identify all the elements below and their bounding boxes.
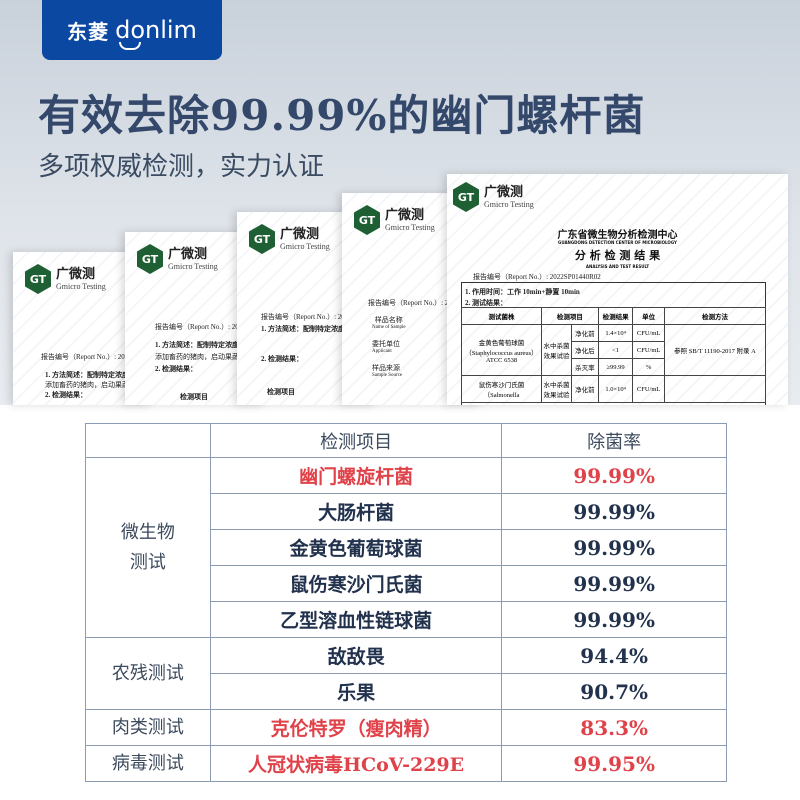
subheadline: 多项权威检测，实力认证: [38, 152, 325, 182]
table-row: 大肠杆菌 99.99%: [86, 493, 727, 530]
table-row: 鼠伤寒沙门氏菌 99.99%: [86, 565, 727, 602]
brand-name-en: donlim: [115, 16, 197, 50]
table-row: 农残测试 敌敌畏 94.4%: [85, 637, 727, 710]
table-row: 微生物测试 幽门螺旋杆菌 99.99%: [85, 457, 727, 638]
lab-logo-icon: GT: [354, 205, 380, 235]
smile-icon: [119, 42, 142, 50]
table-row: 乐果 90.7%: [86, 673, 727, 710]
table-header-row: 检测项目 除菌率: [85, 423, 727, 458]
header-test-item: 检测项目: [209, 423, 503, 458]
table-row: 肉类测试 克伦特罗（瘦肉精） 83.3%: [85, 709, 727, 746]
lab-logo-icon: GT: [453, 182, 479, 212]
table-row: 金黄色葡萄球菌 99.99%: [86, 529, 727, 566]
category-cell: 病毒测试: [85, 745, 211, 782]
report-table: 测试菌株 检测项目 检测结果 单位 检测方法 金黄色葡萄球菌（Staphylococcu…: [461, 307, 767, 403]
certificate-card-main: GT 广微测 Gmicro Testing 广东省微生物分析检测中心 GUANGDO…: [447, 174, 788, 405]
lab-logo-icon: GT: [137, 244, 163, 274]
lab-logo-icon: GT: [249, 224, 275, 254]
hero-banner: 东菱 donlim 有效去除99.99%的幽门螺杆菌 多项权威检测，实力认证 G…: [0, 0, 800, 405]
header-removal-rate: 除菌率: [501, 423, 727, 458]
table-row: 病毒测试 人冠状病毒HCoV-229E 99.95%: [85, 745, 727, 782]
lab-logo-icon: GT: [25, 264, 51, 294]
headline: 有效去除99.99%的幽门螺杆菌: [38, 91, 646, 140]
table-row: 乙型溶血性链球菌 99.99%: [86, 601, 727, 638]
category-cell: 肉类测试: [85, 709, 211, 746]
category-cell: 微生物测试: [85, 457, 211, 638]
test-results-table: 检测项目 除菌率 微生物测试 幽门螺旋杆菌 99.99% 大肠杆菌 99.99% …: [85, 423, 727, 782]
brand-name-cn: 东菱: [67, 19, 110, 44]
brand-logo: 东菱 donlim: [42, 0, 222, 60]
category-cell: 农残测试: [85, 637, 211, 710]
